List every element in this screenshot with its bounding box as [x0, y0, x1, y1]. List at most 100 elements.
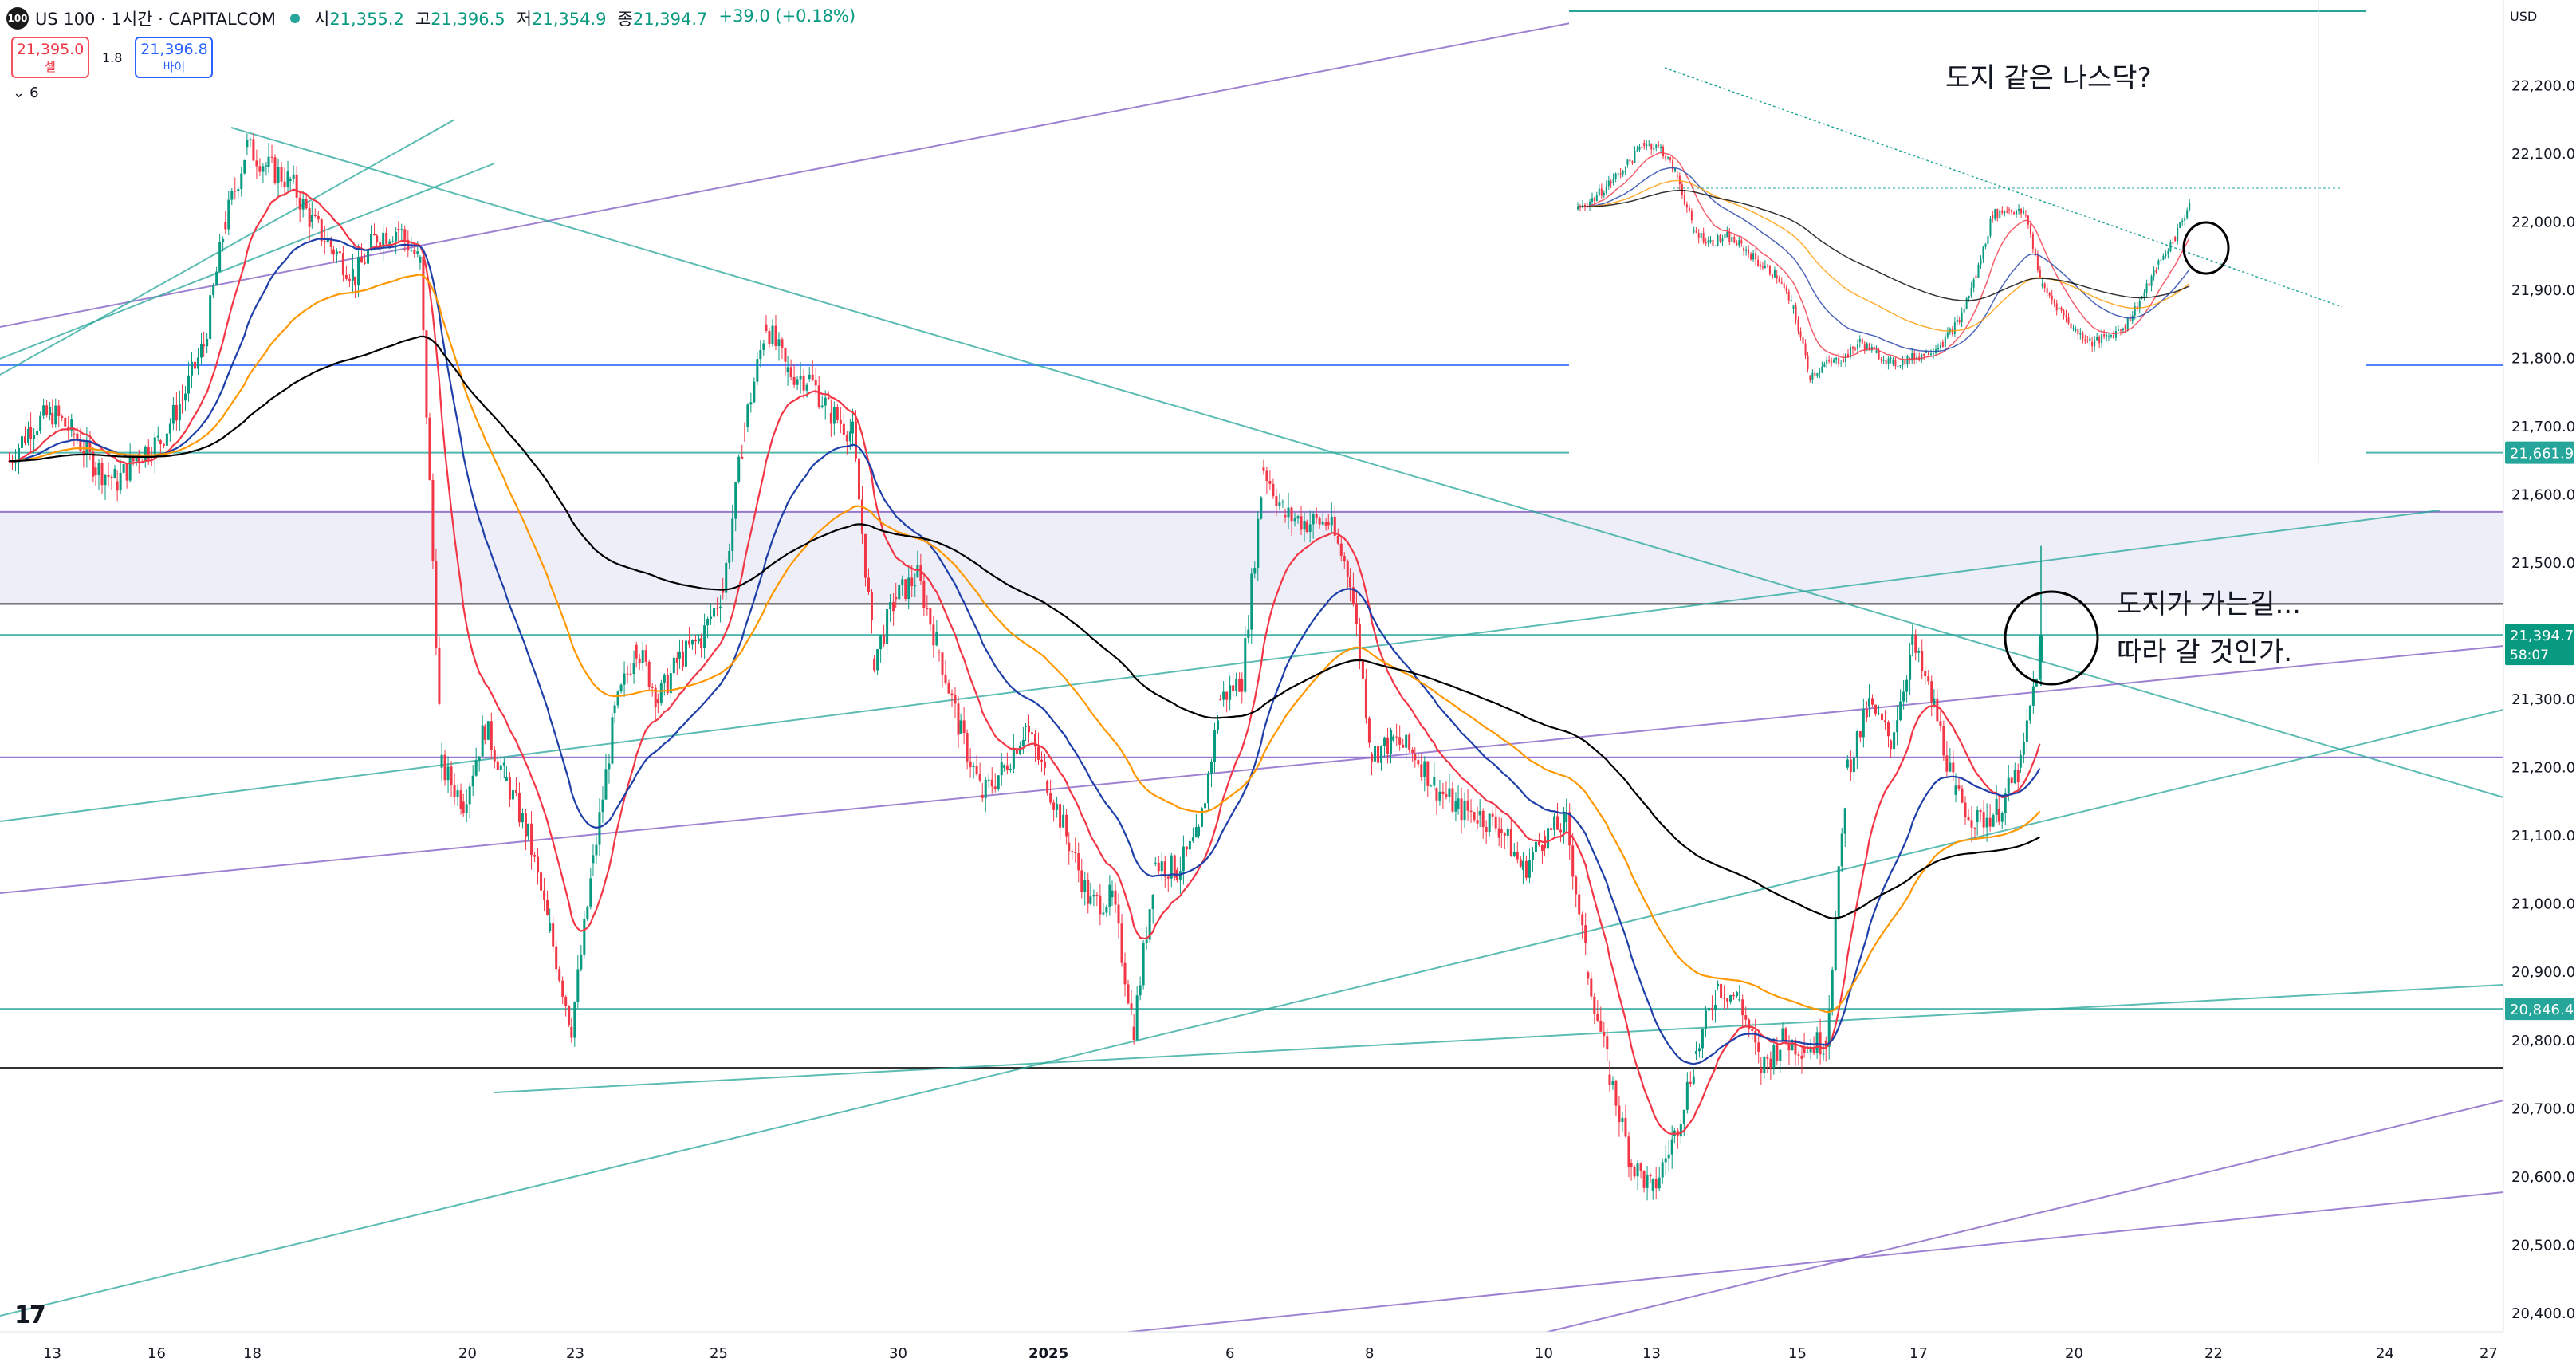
- candle-body: [1132, 1026, 1135, 1040]
- candle-body: [1575, 876, 1578, 895]
- candle-body: [1380, 746, 1383, 763]
- y-tick-label: 22,000.0: [2511, 214, 2575, 230]
- candle-body: [690, 639, 694, 645]
- inset-candle-body: [1819, 371, 1821, 373]
- x-tick-label: 24: [2376, 1345, 2394, 1362]
- candle-body: [1170, 855, 1173, 879]
- candle-body: [860, 499, 863, 534]
- candle-body: [1037, 746, 1040, 760]
- candle-body: [1800, 1055, 1803, 1059]
- inset-candle-body: [1736, 242, 1738, 246]
- candle-body: [1599, 1020, 1603, 1032]
- inset-candle-body: [2189, 203, 2191, 211]
- inset-candle-body: [1958, 320, 1961, 323]
- inset-candle-body: [2165, 254, 2167, 256]
- candle-body: [1087, 880, 1090, 904]
- candle-body: [1985, 817, 1988, 828]
- inset-candle-body: [1607, 180, 1610, 187]
- inset-candle-body: [2094, 340, 2096, 347]
- candle-body: [438, 648, 441, 704]
- candle-body: [49, 407, 52, 415]
- candle-body: [1364, 678, 1367, 719]
- candle-body: [450, 766, 453, 785]
- candle-body: [370, 234, 373, 250]
- candle-body: [774, 325, 777, 347]
- ma-line-long: [9, 335, 2040, 919]
- candle-body: [889, 602, 892, 610]
- inset-candle-body: [2091, 341, 2094, 347]
- candle-body: [249, 139, 252, 141]
- candle-body: [1445, 794, 1448, 797]
- candle-body: [1494, 816, 1497, 829]
- candle-body: [1210, 762, 1213, 774]
- candle-body: [580, 954, 583, 970]
- candle-body: [765, 324, 768, 332]
- time-axis-panel: [0, 1332, 2576, 1366]
- candle-body: [1460, 798, 1463, 821]
- inset-candle-body: [2112, 335, 2114, 338]
- candle-body: [1312, 514, 1315, 525]
- candle-body: [122, 464, 125, 473]
- symbol-title[interactable]: US 100 · 1시간 · CAPITALCOM: [35, 10, 276, 29]
- inset-candle-body: [1899, 365, 1902, 367]
- inset-candle-body: [2124, 325, 2126, 330]
- candle-body: [1166, 876, 1170, 879]
- candle-body: [1689, 1081, 1692, 1084]
- candle-body: [341, 253, 344, 275]
- candle-body: [1448, 788, 1451, 797]
- candle-body: [746, 404, 749, 428]
- indicators-toggle[interactable]: ⌄ 6: [13, 85, 39, 101]
- candle-body: [224, 222, 227, 230]
- inset-candle-body: [1975, 275, 1977, 278]
- candle-body: [1524, 860, 1528, 878]
- inset-candle-body: [1911, 353, 1913, 361]
- candle-body: [756, 359, 759, 382]
- candle-body: [1405, 734, 1408, 748]
- y-tick-label: 22,100.0: [2511, 146, 2575, 163]
- price-tag-1: [2505, 624, 2574, 666]
- x-tick-label: 20: [458, 1345, 477, 1362]
- candle-body: [1163, 861, 1166, 877]
- tradingview-logo[interactable]: 17: [14, 1301, 46, 1329]
- candle-body: [1371, 754, 1374, 762]
- inset-candle-body: [1667, 157, 1669, 159]
- candle-body: [1779, 1049, 1782, 1061]
- candle-body: [1102, 912, 1105, 915]
- candle-body: [1095, 895, 1099, 896]
- candle-body: [277, 167, 280, 183]
- candle-body: [1967, 817, 1970, 821]
- candle-body: [1766, 1056, 1769, 1059]
- candle-body: [1333, 516, 1336, 536]
- candle-body: [1217, 720, 1220, 730]
- candle-body: [73, 433, 76, 435]
- candle-body: [1880, 713, 1883, 721]
- candle-body: [1933, 698, 1936, 707]
- candle-body: [1099, 895, 1102, 915]
- candle-body: [972, 766, 975, 768]
- buy-button[interactable]: 21,396.8 바이: [135, 37, 214, 78]
- candle-body: [1411, 749, 1414, 753]
- candle-body: [629, 673, 632, 675]
- sell-button[interactable]: 21,395.0 셀: [11, 37, 89, 78]
- candle-body: [1633, 1167, 1636, 1177]
- candle-body: [561, 980, 564, 997]
- candle-body: [1979, 810, 1982, 813]
- low-value: 21,354.9: [532, 10, 607, 29]
- inset-candle-body: [1721, 238, 1724, 242]
- candle-body: [1512, 852, 1516, 856]
- x-tick-label: 8: [1365, 1345, 1374, 1362]
- candle-body: [570, 1026, 573, 1038]
- inset-candle-body: [2122, 328, 2124, 331]
- inset-candle-body: [1726, 232, 1728, 237]
- candle-body: [1559, 829, 1563, 833]
- candle-body: [1556, 816, 1559, 830]
- candle-body: [1899, 701, 1902, 721]
- candle-body: [1466, 800, 1469, 811]
- candle-body: [39, 415, 42, 431]
- inset-candle-body: [1999, 210, 2001, 218]
- inset-annotation: 도지 같은 나스닥?: [1945, 62, 2152, 94]
- candle-body: [2013, 770, 2016, 784]
- candle-body: [1646, 1175, 1649, 1188]
- symbol-badge[interactable]: 100: [6, 7, 29, 30]
